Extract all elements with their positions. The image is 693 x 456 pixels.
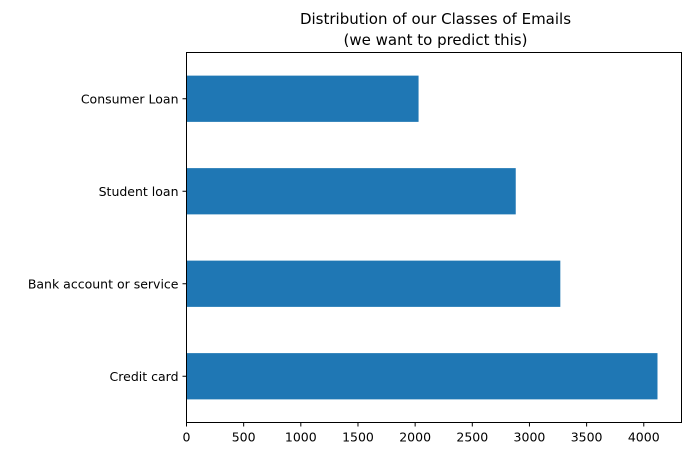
x-tick-label: 2500	[456, 430, 488, 445]
y-axis-ticks: Consumer Loan Student loan Bank account or…	[28, 91, 187, 384]
plot-frame	[186, 52, 682, 423]
x-tick-label: 1500	[342, 430, 374, 445]
chart-subtitle: (we want to predict this)	[344, 31, 528, 49]
y-tick-label: Credit card	[110, 369, 179, 384]
bars-group	[186, 75, 658, 400]
x-tick-label: 1000	[285, 430, 317, 445]
chart-title: Distribution of our Classes of Emails	[300, 10, 571, 28]
y-tick-label: Bank account or service	[28, 276, 179, 291]
x-tick-label: 4000	[628, 430, 660, 445]
y-tick-label: Student loan	[99, 184, 179, 199]
x-axis-ticks: 0 500 1000 1500 2000 2500 3000 3500 4000	[183, 422, 660, 445]
x-tick-label: 3500	[571, 430, 603, 445]
x-tick-label: 500	[232, 430, 256, 445]
bar-student-loan	[186, 168, 516, 215]
bar-consumer-loan	[186, 75, 419, 122]
x-tick-label: 0	[183, 430, 191, 445]
bar-bank-account-or-service	[186, 260, 561, 307]
x-tick-label: 3000	[514, 430, 546, 445]
bar-credit-card	[186, 353, 658, 400]
y-tick-label: Consumer Loan	[81, 91, 179, 106]
x-tick-label: 2000	[399, 430, 431, 445]
